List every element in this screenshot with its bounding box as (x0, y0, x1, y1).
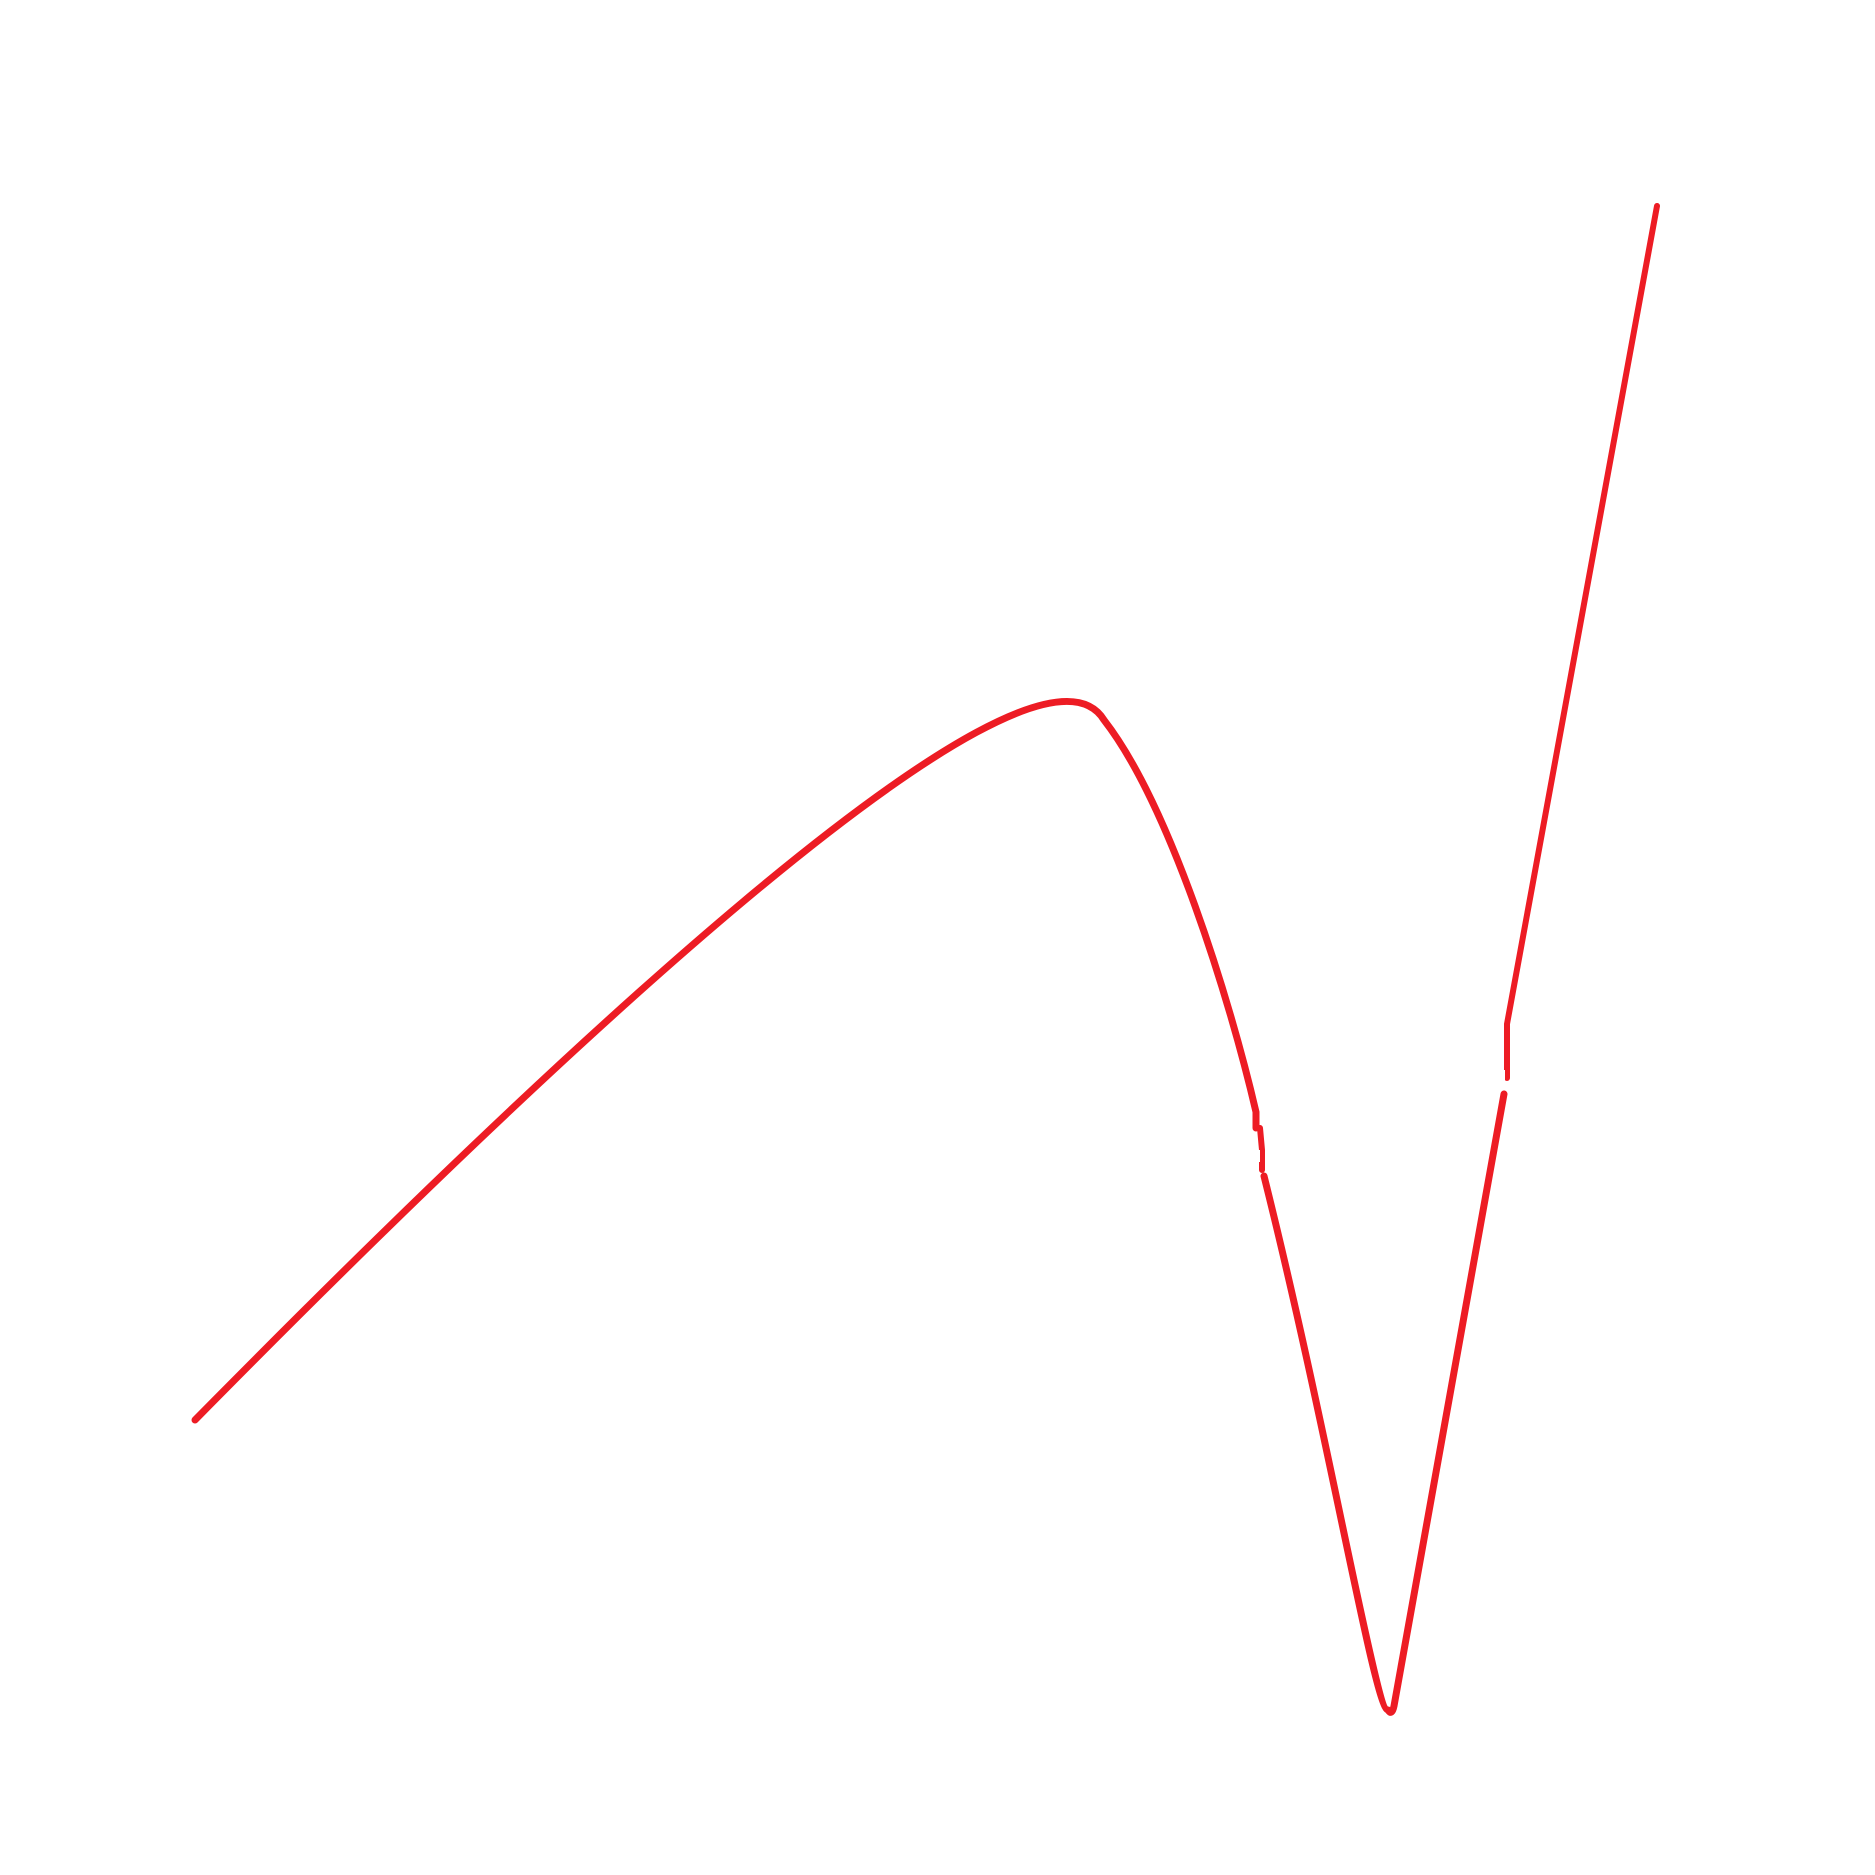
gap-notch-left (1257, 1150, 1260, 1162)
falling-segment (1257, 1125, 1265, 1173)
valley-segment (1260, 1090, 1508, 1716)
gap-notch-right (1502, 1070, 1505, 1086)
right-rising-segment (1504, 203, 1660, 1081)
rising-arc-segment (191, 698, 1260, 1424)
